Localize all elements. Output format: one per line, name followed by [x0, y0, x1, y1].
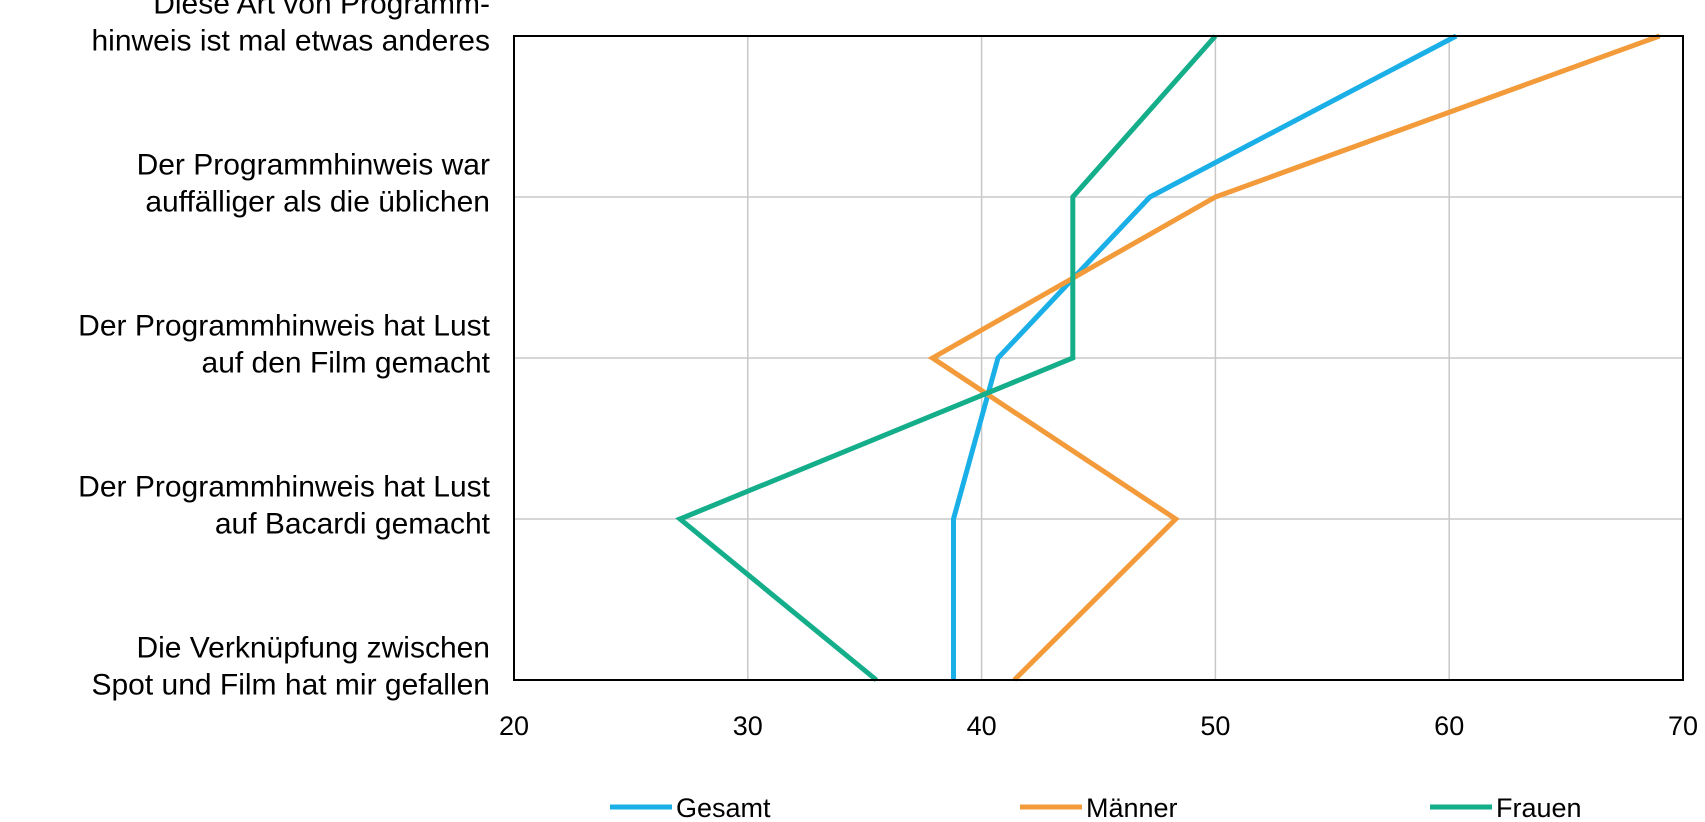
series-line-2: [927, 33, 1661, 682]
category-label: Der Programmhinweis hat Lust auf Bacardi …: [78, 471, 490, 541]
series-line-1: [951, 33, 1458, 680]
category-labels: Diese Art von Programm-hinweis ist mal e…: [78, 0, 490, 702]
x-tick-label: 50: [1200, 711, 1230, 741]
x-axis-tick-labels: 20 30 40 50 60 70: [499, 711, 1698, 741]
category-label: Der Programmhinweis war auffälliger als d…: [137, 149, 490, 219]
legend-label: Männer: [1086, 793, 1178, 822]
legend-item: Gesamt: [610, 793, 771, 822]
x-tick-label: 70: [1668, 711, 1698, 741]
x-tick-label: 30: [733, 711, 763, 741]
grid-lines: [514, 36, 1683, 680]
x-tick-label: 40: [967, 711, 997, 741]
series-line-3: [675, 34, 1218, 682]
legend-label: Gesamt: [676, 793, 771, 822]
legend-item: Männer: [1020, 793, 1178, 822]
plot-area-border: [513, 35, 1684, 681]
x-tick-label: 20: [499, 711, 529, 741]
x-tick-label: 60: [1434, 711, 1464, 741]
legend-label: Frauen: [1496, 793, 1582, 822]
category-label: Die Verknüpfung zwischen Spot und Film ha…: [91, 632, 490, 702]
legend: Gesamt Männer Frauen: [610, 793, 1582, 822]
legend-item: Frauen: [1430, 793, 1582, 822]
category-label: Der Programmhinweis hat Lust auf den Film…: [78, 310, 490, 380]
series-lines: [675, 33, 1661, 682]
category-label: Diese Art von Programm-hinweis ist mal e…: [91, 0, 490, 58]
